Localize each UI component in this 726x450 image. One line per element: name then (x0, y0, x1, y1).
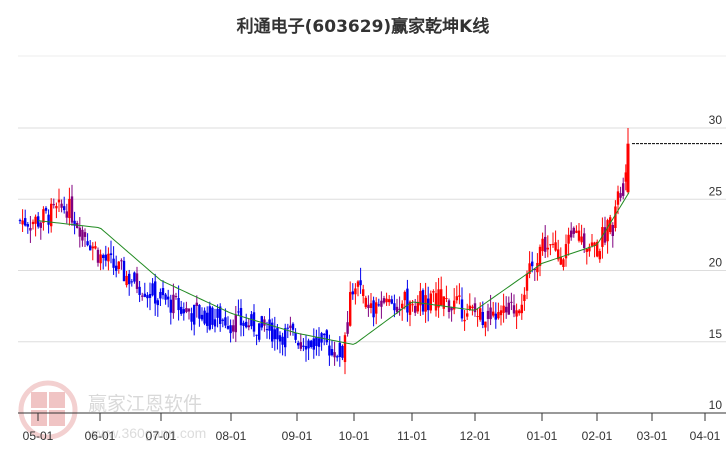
chart-title: 利通电子(603629)赢家乾坤K线 (236, 17, 490, 37)
watermark-url: www.360gann.com (87, 425, 206, 441)
ma-short-line (37, 192, 630, 345)
x-tick-label: 11-01 (397, 429, 427, 443)
y-tick-label: 10 (709, 398, 723, 412)
x-tick-label: 08-01 (216, 429, 247, 443)
x-tick-label: 01-01 (527, 429, 558, 443)
x-axis: 05-01 06-01 07-01 08-01 09-01 10-01 11-01 12-01… (18, 412, 726, 443)
watermark: 赢家江恩软件 www.360gann.com (18, 380, 206, 441)
grid-lines (18, 55, 726, 343)
y-tick-label: 15 (709, 327, 723, 341)
x-tick-label: 12-01 (460, 429, 491, 443)
x-tick-label: 07-01 (146, 429, 177, 443)
y-tick-label: 30 (709, 113, 723, 127)
x-tick-label: 02-01 (582, 429, 613, 443)
watermark-text: 赢家江恩软件 (88, 393, 202, 415)
x-tick-label: 05-01 (23, 429, 54, 443)
x-tick-label: 09-01 (282, 429, 313, 443)
y-tick-label: 25 (709, 184, 723, 198)
candlesticks (18, 128, 630, 375)
y-tick-label: 20 (709, 256, 723, 270)
x-tick-label: 03-01 (637, 429, 668, 443)
x-tick-label: 04-01 (690, 429, 721, 443)
x-tick-label: 10-01 (339, 429, 370, 443)
x-tick-label: 06-01 (85, 429, 116, 443)
y-axis-labels: 10 15 20 25 30 (709, 113, 723, 412)
